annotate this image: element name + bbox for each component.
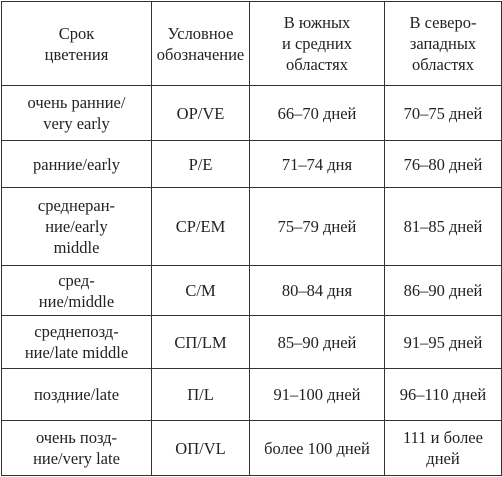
table-cell: OP/VE [151,85,250,141]
table-cell: 66–70 дней [249,85,385,141]
table-cell: ранние/early [1,140,152,188]
table-row: среднеран- ние/early middle CP/EM 75–79 дн… [1,187,502,266]
table-cell: C/M [151,265,250,316]
table-row: поздние/late П/L 91–100 дней 96–110 дней [1,368,502,421]
header-cell: В южных и средних областях [249,1,385,86]
table-cell: 80–84 дня [249,265,385,316]
table-row: среднепозд- ние/late middle СП/LM 85–90 дн… [1,315,502,369]
table-cell: 111 и более дней [384,420,502,476]
table-cell: 86–90 дней [384,265,502,316]
table-cell: П/L [151,368,250,421]
header-cell: Срок цветения [1,1,152,86]
table-row: очень позд- ние/very late ОП/VL более 100 … [1,420,502,476]
table-cell: 71–74 дня [249,140,385,188]
table-cell: более 100 дней [249,420,385,476]
table-cell: 75–79 дней [249,187,385,266]
header-cell: Условное обозначение [151,1,250,86]
table-cell: среднепозд- ние/late middle [1,315,152,369]
table-cell: CP/EM [151,187,250,266]
table-cell: поздние/late [1,368,152,421]
table-cell: СП/LM [151,315,250,369]
table-cell: 76–80 дней [384,140,502,188]
header-row: Срок цветения Условное обозначение В южн… [1,1,502,86]
table-cell: ОП/VL [151,420,250,476]
table-cell: сред- ние/middle [1,265,152,316]
table-cell: 96–110 дней [384,368,502,421]
table-cell: 91–95 дней [384,315,502,369]
table-row: ранние/early P/E 71–74 дня 76–80 дней [1,140,502,188]
table-cell: 91–100 дней [249,368,385,421]
table-cell: 85–90 дней [249,315,385,369]
header-cell: В северо- западных областях [384,1,502,86]
table-cell: очень ранние/ very early [1,85,152,141]
table-row: очень ранние/ very early OP/VE 66–70 дней 7… [1,85,502,141]
table-cell: 70–75 дней [384,85,502,141]
table-cell: 81–85 дней [384,187,502,266]
table-row: сред- ние/middle C/M 80–84 дня 86–90 дней [1,265,502,316]
table-cell: P/E [151,140,250,188]
table-cell: среднеран- ние/early middle [1,187,152,266]
table-cell: очень позд- ние/very late [1,420,152,476]
